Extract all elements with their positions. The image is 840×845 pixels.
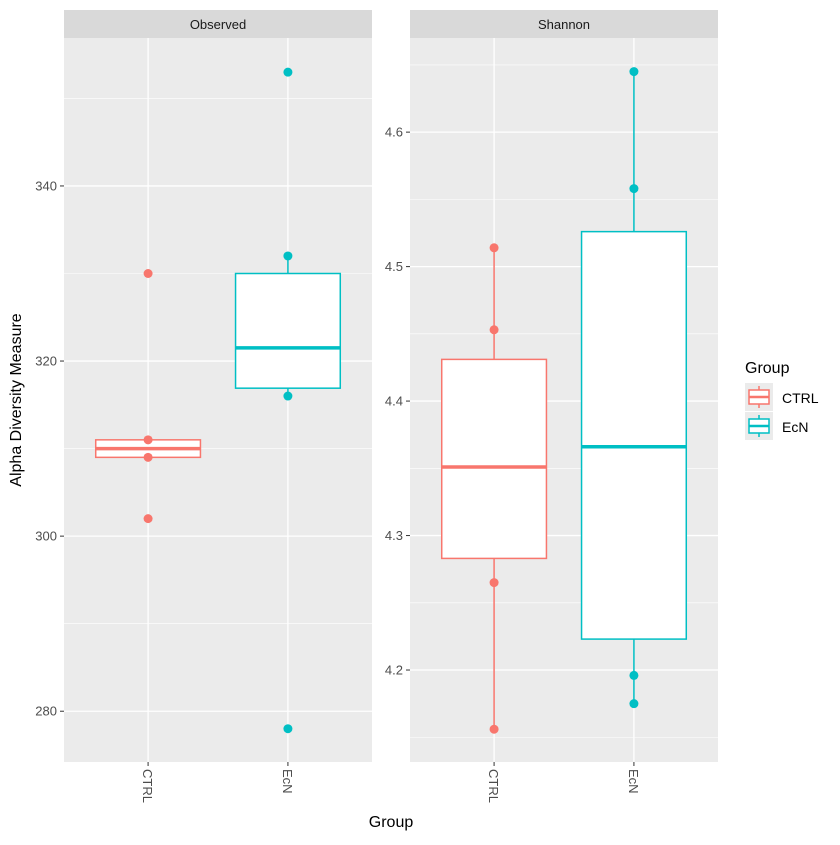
legend-label-ecn: EcN	[782, 419, 808, 435]
data-point	[629, 670, 639, 680]
facet-strip	[64, 10, 372, 38]
y-tick-label: 280	[35, 704, 57, 719]
facet-observed: Observed 280 300 320 340 CTRL EcN	[35, 10, 372, 803]
box	[234, 272, 342, 389]
x-tick-label: EcN	[280, 769, 295, 794]
legend-glyph-ctrl	[748, 386, 770, 408]
boxplot-ctrl	[440, 243, 548, 734]
data-point	[283, 724, 293, 734]
legend-glyph-ecn	[748, 415, 770, 437]
box	[580, 230, 688, 640]
y-tick-label: 300	[35, 529, 57, 544]
data-point	[489, 243, 499, 253]
data-point	[143, 435, 153, 445]
x-tick-label: CTRL	[140, 769, 155, 803]
legend-title: Group	[745, 360, 790, 377]
data-point	[489, 325, 499, 335]
data-point	[143, 452, 153, 462]
boxplot-ctrl	[94, 268, 202, 524]
data-point	[489, 578, 499, 588]
y-axis-label: Alpha Diversity Measure	[8, 313, 25, 487]
facet-shannon: Shannon 4.2 4.3 4.4 4.5 4.6 CTRL EcN	[385, 10, 718, 803]
facet-strip-title: Observed	[190, 17, 246, 32]
data-point	[629, 699, 639, 709]
data-point	[283, 67, 293, 77]
boxplot-ecn	[580, 67, 688, 709]
data-point	[629, 184, 639, 194]
y-tick-label: 4.5	[385, 259, 403, 274]
y-tick-label: 4.3	[385, 528, 403, 543]
x-axis-label: Group	[369, 814, 414, 831]
y-tick-label: 4.2	[385, 663, 403, 678]
data-point	[489, 724, 499, 734]
y-tick-label: 4.6	[385, 125, 403, 140]
y-tick-label: 4.4	[385, 394, 403, 409]
x-tick-label: EcN	[626, 769, 641, 794]
legend-label-ctrl: CTRL	[782, 390, 819, 406]
data-point	[283, 251, 293, 261]
y-tick-label: 320	[35, 354, 57, 369]
boxplot-ecn	[234, 67, 342, 734]
facet-strip	[410, 10, 718, 38]
panel-background	[64, 38, 372, 762]
data-point	[283, 391, 293, 401]
legend: Group CTRL EcN	[745, 360, 819, 440]
box	[440, 358, 548, 560]
facet-strip-title: Shannon	[538, 17, 590, 32]
y-tick-label: 340	[35, 178, 57, 193]
x-tick-label: CTRL	[486, 769, 501, 803]
data-point	[143, 268, 153, 278]
data-point	[143, 514, 153, 524]
data-point	[629, 67, 639, 77]
